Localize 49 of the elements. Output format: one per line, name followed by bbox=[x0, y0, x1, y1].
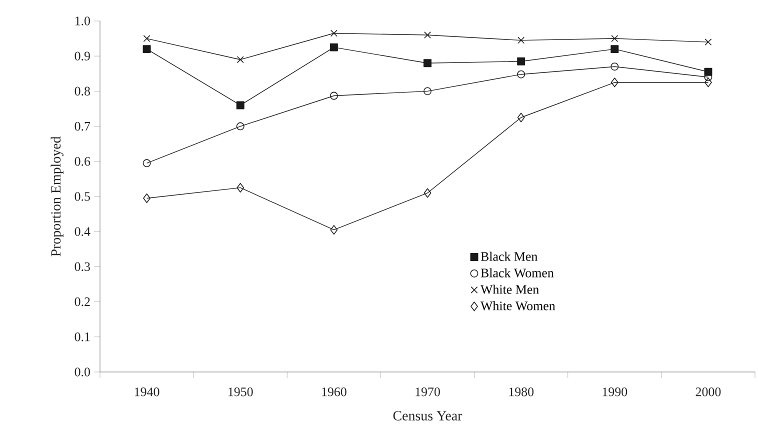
legend-label: White Women bbox=[480, 301, 556, 310]
y-tick-label: 0.6 bbox=[74, 156, 90, 166]
point bbox=[330, 30, 338, 37]
point bbox=[424, 32, 432, 39]
y-axis-title: Proportion Employed bbox=[50, 136, 64, 256]
legend-label: White Men bbox=[480, 284, 539, 294]
point bbox=[236, 56, 244, 64]
x-tick-label: 1970 bbox=[416, 388, 440, 396]
legend-label: Black Women bbox=[480, 268, 554, 278]
x-tick-label: 2000 bbox=[696, 388, 721, 396]
x-axis-title: Census Year bbox=[393, 411, 462, 420]
x-tick-label: 1950 bbox=[228, 388, 253, 396]
point bbox=[142, 45, 151, 54]
point bbox=[236, 182, 244, 192]
point bbox=[330, 92, 338, 100]
point bbox=[143, 35, 150, 42]
x-tick-label: 1960 bbox=[322, 388, 346, 396]
point bbox=[424, 188, 432, 198]
point bbox=[143, 193, 150, 204]
y-tick-label: 0.0 bbox=[74, 368, 90, 376]
point bbox=[236, 101, 244, 110]
x-tick-label: 1980 bbox=[509, 388, 534, 396]
point bbox=[610, 45, 619, 54]
point bbox=[330, 225, 338, 235]
y-tick-label: 0.2 bbox=[74, 297, 90, 306]
point bbox=[610, 78, 618, 88]
point bbox=[424, 87, 432, 96]
point bbox=[610, 62, 619, 71]
y-tick-label: 1.0 bbox=[75, 16, 90, 26]
y-tick-label: 0.8 bbox=[74, 86, 90, 96]
legend-label: Black Men bbox=[480, 252, 538, 261]
y-tick-label: 0.3 bbox=[74, 262, 90, 272]
y-tick-label: 0.4 bbox=[74, 227, 90, 236]
y-tick-label: 0.7 bbox=[74, 122, 90, 131]
point bbox=[517, 112, 525, 122]
point bbox=[518, 36, 525, 44]
point bbox=[424, 59, 432, 68]
y-tick-label: 0.5 bbox=[74, 192, 90, 201]
point bbox=[330, 43, 338, 52]
y-tick-label: 0.9 bbox=[74, 52, 90, 60]
point bbox=[236, 122, 244, 130]
x-tick-label: 1990 bbox=[602, 388, 628, 396]
point bbox=[611, 35, 618, 42]
y-tick-label: 0.1 bbox=[74, 332, 90, 342]
point bbox=[517, 70, 526, 78]
point bbox=[517, 57, 526, 66]
x-tick-label: 1940 bbox=[134, 388, 160, 396]
point bbox=[142, 159, 151, 168]
point bbox=[704, 38, 712, 46]
